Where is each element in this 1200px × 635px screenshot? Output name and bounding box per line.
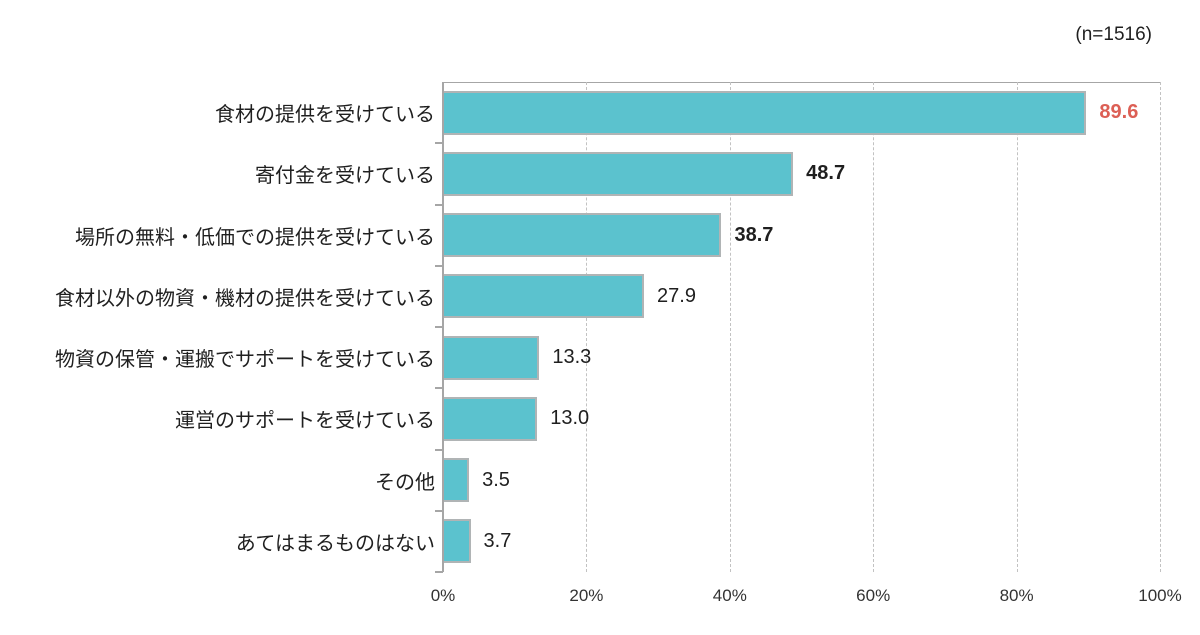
axis-tick xyxy=(435,326,443,328)
value-label: 48.7 xyxy=(806,162,846,185)
category-label: 食材以外の物資・機材の提供を受けている xyxy=(55,287,435,310)
axis-tick xyxy=(435,264,443,267)
plot-top-border xyxy=(443,82,1161,83)
value-label: 3.7 xyxy=(483,529,512,552)
category-label: 物資の保管・運搬でサポートを受けている xyxy=(55,349,435,372)
bar xyxy=(444,458,470,503)
category-label: あてはまるものはない xyxy=(235,532,435,555)
category-label: 寄付金を受けている xyxy=(255,165,435,188)
category-label: 運営のサポートを受けている xyxy=(175,410,435,433)
bar xyxy=(444,213,722,258)
bar xyxy=(444,90,1087,135)
bar xyxy=(444,396,538,441)
category-axis-line xyxy=(442,82,444,572)
sample-size-label: (n=1516) xyxy=(1075,24,1152,45)
value-label: 13.3 xyxy=(552,346,592,369)
category-label: 食材の提供を受けている xyxy=(215,104,435,127)
category-label: 場所の無料・低価での提供を受けている xyxy=(75,226,435,249)
bar xyxy=(444,519,471,564)
gridline-40 xyxy=(729,82,731,572)
value-label: 27.9 xyxy=(657,284,696,307)
axis-tick xyxy=(435,203,443,206)
gridline-80 xyxy=(1016,82,1018,572)
value-label: 13.0 xyxy=(550,407,590,430)
x-axis-label: 20% xyxy=(569,586,604,605)
axis-tick xyxy=(435,448,443,451)
bar xyxy=(444,274,645,319)
axis-tick xyxy=(435,142,443,145)
axis-tick xyxy=(435,387,443,390)
x-axis-label: 60% xyxy=(856,586,891,605)
axis-tick xyxy=(435,571,443,573)
bar xyxy=(444,151,794,196)
gridline-20 xyxy=(586,82,588,572)
x-axis-label: 40% xyxy=(712,586,747,605)
gridline-60 xyxy=(873,82,875,572)
gridline-100 xyxy=(1160,82,1161,572)
axis-tick xyxy=(435,509,443,512)
category-label: その他 xyxy=(375,471,435,494)
value-label: 38.7 xyxy=(734,223,774,246)
value-label: 89.6 xyxy=(1099,101,1139,124)
x-axis-label: 100% xyxy=(1138,586,1182,605)
x-axis-label: 0% xyxy=(430,586,456,605)
bar xyxy=(444,335,540,380)
value-label: 3.5 xyxy=(482,468,510,491)
x-axis-label: 80% xyxy=(999,586,1034,605)
